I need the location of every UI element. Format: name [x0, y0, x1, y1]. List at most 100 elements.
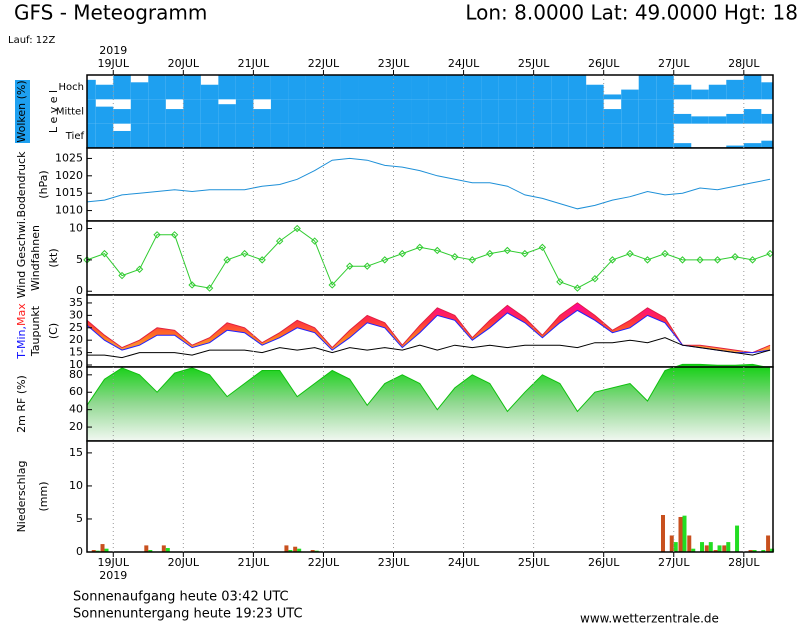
cloud-cell: [148, 75, 166, 100]
marker: [468, 256, 477, 264]
cloud-cell: [761, 82, 773, 100]
marker: [591, 274, 599, 283]
cloud-cell: [305, 99, 324, 124]
panel-background: [87, 221, 773, 295]
cloud-cell: [288, 123, 306, 148]
cloud-cell: [270, 75, 289, 100]
marker: [153, 231, 161, 239]
day-label: 25JUL: [518, 556, 550, 569]
cloud-cell: [621, 99, 639, 124]
temp-band: [87, 302, 771, 353]
cloud-cell: [270, 123, 289, 148]
level-label: Mittel: [56, 107, 84, 118]
marker: [608, 256, 617, 264]
y-tick-label: 15: [69, 346, 83, 359]
y-label-part: Max: [15, 303, 28, 326]
cloud-cell: [288, 75, 306, 100]
cloud-cell: [375, 123, 394, 148]
cloud-cell: [586, 123, 604, 148]
precip-bar: [678, 516, 683, 552]
day-label: 22JUL: [308, 556, 340, 569]
cloud-cell: [270, 99, 289, 124]
cloud-cell: [743, 75, 762, 100]
cloud-cell: [568, 123, 587, 148]
cloud-cell: [638, 99, 657, 124]
cloud-cell: [603, 109, 622, 124]
temp-line: [86, 309, 771, 354]
rf-area: [87, 364, 771, 441]
temp-line: [86, 302, 771, 354]
y-label-2: Taupunkt: [29, 305, 42, 357]
y-label: Bodendruck: [15, 151, 28, 218]
cloud-cell: [673, 143, 692, 148]
marker: [503, 246, 512, 255]
line: [86, 157, 771, 210]
cloud-cell: [638, 75, 657, 100]
year-label: 2019: [99, 569, 127, 582]
marker: [205, 284, 214, 292]
y-label: Wind Geschwi.: [15, 218, 28, 299]
precip-bar: [717, 545, 722, 552]
y-tick-label: 5: [76, 512, 83, 525]
y-label: Niederschlag: [15, 461, 28, 533]
marker: [748, 256, 757, 264]
cloud-cell: [708, 84, 727, 100]
precip-bar: [735, 525, 740, 552]
cloud-cell: [533, 123, 552, 148]
y-tick-label: 35: [69, 296, 83, 309]
cloud-cell: [498, 75, 517, 100]
cloud-cell: [305, 75, 324, 100]
day-label: 20JUL: [168, 556, 200, 569]
cloud-cell: [393, 75, 412, 100]
y-tick-label: 60: [69, 385, 83, 398]
y-label: Wolken (%): [15, 80, 28, 142]
marker: [223, 256, 231, 264]
cloud-cell: [446, 123, 464, 148]
marker: [451, 253, 459, 261]
marker: [100, 249, 109, 258]
cloud-cell: [726, 79, 744, 100]
cloud-cell: [130, 123, 149, 148]
y-unit: (mm): [37, 481, 50, 511]
precip-bar: [148, 550, 153, 552]
y-label: 2m RF (%): [15, 375, 28, 433]
cloud-cell: [200, 123, 219, 148]
y-tick-label: 10: [69, 358, 83, 371]
cloud-cell: [498, 99, 517, 124]
day-label: 24JUL: [448, 556, 480, 569]
day-label: 21JUL: [238, 556, 270, 569]
marker: [170, 231, 179, 239]
cloud-cell: [568, 99, 587, 124]
cloud-cell: [113, 109, 131, 124]
cloud-cell: [323, 123, 341, 148]
y-tick-label: 20: [69, 420, 83, 433]
cloud-cell: [761, 113, 773, 124]
cloud-cell: [165, 109, 184, 124]
cloud-cell: [463, 99, 482, 124]
temp-line: [87, 337, 771, 359]
cloud-cell: [87, 99, 96, 124]
day-label: 23JUL: [378, 57, 410, 70]
y-tick-label: 0: [76, 284, 83, 297]
cloud-cell: [428, 75, 447, 100]
marker: [433, 246, 442, 255]
y-tick-label: 10: [69, 222, 83, 235]
panel-background: [87, 148, 773, 221]
day-label: 26JUL: [588, 556, 620, 569]
cloud-cell: [551, 123, 569, 148]
y-tick-label: 80: [69, 368, 83, 381]
day-label: 22JUL: [308, 57, 340, 70]
cloud-cell: [375, 99, 394, 124]
day-label: 27JUL: [658, 57, 690, 70]
cloud-cell: [253, 109, 271, 124]
cloud-cell: [743, 109, 762, 124]
cloud-cell: [148, 99, 166, 124]
precip-bar: [284, 545, 289, 552]
cloud-cell: [446, 99, 464, 124]
y-unit: (kt): [47, 248, 60, 267]
precip-bar: [682, 515, 687, 552]
cloud-cell: [183, 75, 201, 100]
marker: [398, 249, 406, 258]
marker: [678, 256, 687, 264]
marker: [643, 256, 652, 264]
